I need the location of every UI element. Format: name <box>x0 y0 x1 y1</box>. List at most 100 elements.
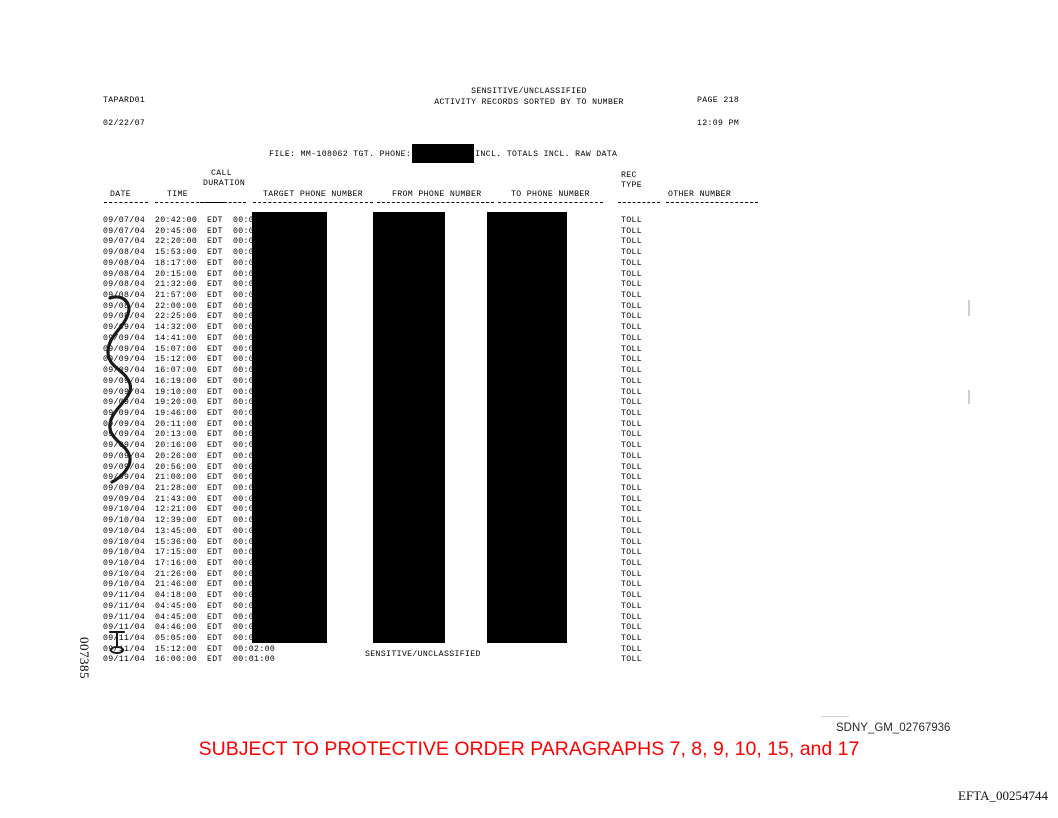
cell-time: 21:46:00 <box>155 580 198 590</box>
to-phone-number-redaction-bar <box>487 212 567 643</box>
cell-duration: 00:01:00 <box>233 655 276 665</box>
column-header-time: TIME <box>167 190 189 199</box>
cell-timezone: EDT <box>207 559 223 568</box>
header-rule-other <box>666 202 758 204</box>
cell-date: 09/08/04 <box>103 291 146 301</box>
cell-rec-type: TOLL <box>621 333 643 343</box>
cell-rec-type: TOLL <box>621 237 643 247</box>
report-time: 12:09 PM <box>697 119 740 128</box>
cell-rec-type: TOLL <box>621 451 643 461</box>
cell-date: 09/09/04 <box>103 451 146 461</box>
column-header-duration: DURATION <box>203 179 246 188</box>
cell-time: 22:25:00 <box>155 312 198 322</box>
header-rule-rectype <box>618 202 660 204</box>
cell-time: 20:11:00 <box>155 419 198 429</box>
cell-rec-type: TOLL <box>621 398 643 408</box>
cell-time: 21:00:00 <box>155 473 198 483</box>
cell-date: 09/08/04 <box>103 280 146 290</box>
cell-time: 15:07:00 <box>155 344 198 354</box>
cell-timezone: EDT <box>207 451 223 461</box>
cell-date: 09/10/04 <box>103 526 146 536</box>
cell-timezone: EDT <box>207 548 223 558</box>
cell-time: 21:43:00 <box>155 494 198 504</box>
cell-timezone: EDT <box>207 269 223 279</box>
cell-timezone: EDT <box>207 483 223 493</box>
column-header-type: TYPE <box>621 181 643 190</box>
cell-timezone: EDT <box>207 441 223 451</box>
cell-date: 09/09/04 <box>103 494 146 504</box>
cell-rec-type: TOLL <box>621 355 643 365</box>
cell-time: 15:36:00 <box>155 537 198 547</box>
table-row: 09/11/04 16:00:00 EDT 00:01:00 <box>103 655 281 666</box>
cell-rec-type: TOLL <box>621 376 643 386</box>
cell-timezone: EDT <box>207 408 223 418</box>
cell-rec-type: TOLL <box>621 505 643 515</box>
cell-rec-type: TOLL <box>621 655 643 665</box>
column-header-from-phone-number: FROM PHONE NUMBER <box>392 190 482 199</box>
cell-timezone: EDT <box>207 344 223 354</box>
cell-date: 09/09/04 <box>103 333 146 343</box>
cell-date: 09/11/04 <box>103 655 146 665</box>
cell-date: 09/11/04 <box>103 623 146 633</box>
cell-timezone: EDT <box>207 301 223 311</box>
cell-date: 09/10/04 <box>103 569 146 579</box>
cell-rec-type: TOLL <box>621 591 643 601</box>
cell-timezone: EDT <box>207 623 223 633</box>
cell-timezone: EDT <box>207 216 223 225</box>
header-rule-time <box>155 202 225 204</box>
cell-date: 09/09/04 <box>103 323 146 333</box>
cell-time: 14:32:00 <box>155 323 198 333</box>
cell-date: 09/11/04 <box>103 601 146 611</box>
cell-time: 18:17:00 <box>155 258 198 268</box>
classification-banner-top: SENSITIVE/UNCLASSIFIED <box>471 87 587 96</box>
cell-date: 09/09/04 <box>103 344 146 354</box>
cell-timezone: EDT <box>207 537 223 547</box>
cell-timezone: EDT <box>207 312 223 322</box>
cell-rec-type: TOLL <box>621 216 643 225</box>
cell-time: 04:18:00 <box>155 591 198 601</box>
cell-date: 09/08/04 <box>103 258 146 268</box>
cell-date: 09/09/04 <box>103 366 146 376</box>
page-number: PAGE 218 <box>697 96 740 105</box>
cell-date: 09/10/04 <box>103 537 146 547</box>
cell-time: 16:07:00 <box>155 366 198 376</box>
cell-time: 21:32:00 <box>155 280 198 290</box>
cell-date: 09/09/04 <box>103 387 146 397</box>
cell-date: 09/09/04 <box>103 483 146 493</box>
cell-date: 09/10/04 <box>103 505 146 515</box>
cell-timezone: EDT <box>207 494 223 504</box>
cell-rec-type: TOLL <box>621 569 643 579</box>
sdny-production-stamp: SDNY_GM_02767936 <box>836 722 951 734</box>
report-date: 02/22/07 <box>103 119 146 128</box>
cell-date: 09/07/04 <box>103 226 146 236</box>
cell-timezone: EDT <box>207 644 223 654</box>
column-header-to-phone-number: TO PHONE NUMBER <box>511 190 590 199</box>
cell-rec-type: TOLL <box>621 612 643 622</box>
cell-date: 09/09/04 <box>103 473 146 483</box>
file-line-prefix: FILE: MM-108062 TGT. PHONE: <box>269 149 412 159</box>
cell-timezone: EDT <box>207 601 223 611</box>
cell-time: 16:00:00 <box>155 655 198 665</box>
cell-time: 19:46:00 <box>155 408 198 418</box>
cell-timezone: EDT <box>207 655 223 665</box>
cell-timezone: EDT <box>207 591 223 601</box>
cell-timezone: EDT <box>207 323 223 333</box>
target-phone-number-redaction-bar <box>252 212 327 643</box>
efta-production-stamp: EFTA_00254744 <box>958 788 1048 803</box>
cell-date: 09/08/04 <box>103 248 146 258</box>
cell-rec-type: TOLL <box>621 408 643 418</box>
cell-timezone: EDT <box>207 258 223 268</box>
cell-date: 09/09/04 <box>103 398 146 408</box>
protective-order-notice: SUBJECT TO PROTECTIVE ORDER PARAGRAPHS 7… <box>198 738 860 760</box>
cell-date: 09/09/04 <box>103 430 146 440</box>
cell-rec-type: TOLL <box>621 644 643 654</box>
cell-date: 09/07/04 <box>103 216 146 225</box>
cell-rec-type: TOLL <box>621 601 643 611</box>
cell-date: 09/11/04 <box>103 644 146 654</box>
cell-time: 21:57:00 <box>155 291 198 301</box>
report-title: ACTIVITY RECORDS SORTED BY TO NUMBER <box>434 98 624 107</box>
cell-time: 04:45:00 <box>155 601 198 611</box>
cell-time: 21:28:00 <box>155 483 198 493</box>
cell-rec-type: TOLL <box>621 291 643 301</box>
cell-rec-type: TOLL <box>621 516 643 526</box>
